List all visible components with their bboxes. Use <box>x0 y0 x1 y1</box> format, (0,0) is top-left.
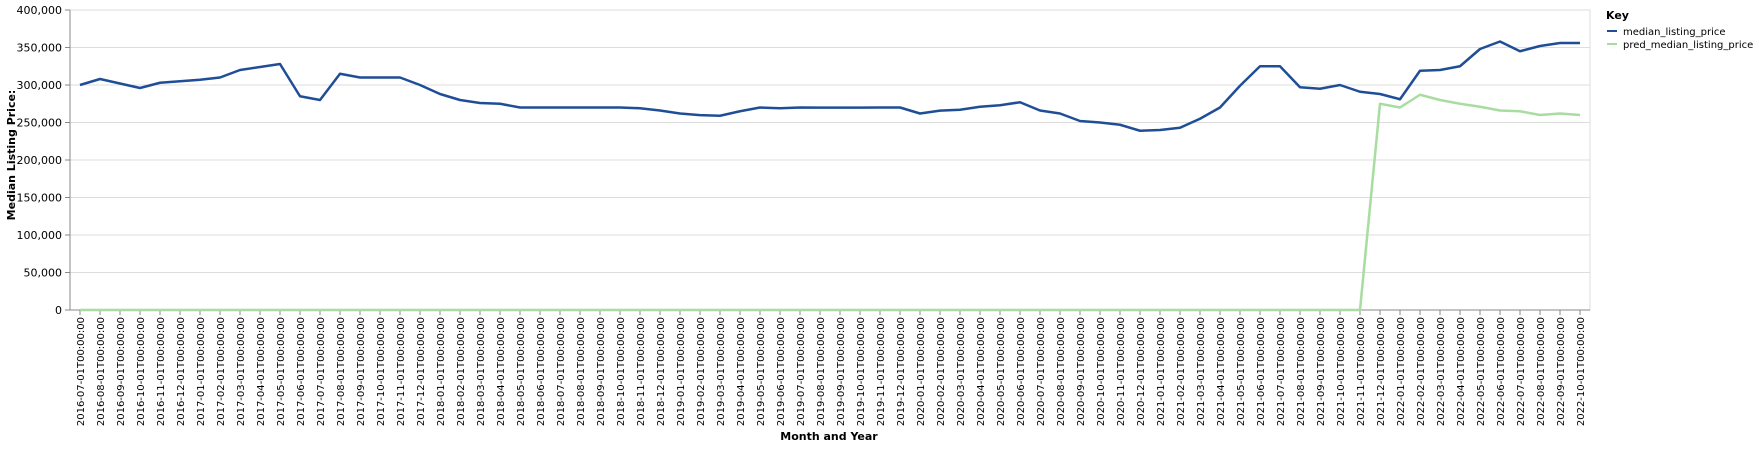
x-axis-title: Month and Year <box>780 430 878 443</box>
x-tick-label: 2021-08-01T00:00:00 <box>1296 317 1307 426</box>
x-tick-label: 2017-12-01T00:00:00 <box>416 317 427 426</box>
x-tick-label: 2018-05-01T00:00:00 <box>516 317 527 426</box>
gridlines <box>69 9 1591 311</box>
x-tick-label: 2020-08-01T00:00:00 <box>1056 317 1067 426</box>
x-tick-label: 2022-05-01T00:00:00 <box>1476 317 1487 426</box>
x-tick-label: 2019-01-01T00:00:00 <box>676 317 687 426</box>
x-tick-label: 2017-11-01T00:00:00 <box>396 317 407 426</box>
x-tick-label: 2020-12-01T00:00:00 <box>1136 317 1147 426</box>
x-tick-label: 2020-01-01T00:00:00 <box>916 317 927 426</box>
x-tick-label: 2019-12-01T00:00:00 <box>896 317 907 426</box>
x-tick-label: 2022-06-01T00:00:00 <box>1496 317 1507 426</box>
x-tick-label: 2021-12-01T00:00:00 <box>1376 317 1387 426</box>
x-tick-label: 2017-09-01T00:00:00 <box>356 317 367 426</box>
x-tick-label: 2016-10-01T00:00:00 <box>136 317 147 426</box>
y-tick-label: 200,000 <box>17 154 63 167</box>
axes: 0 50,000 100,000 150,000 200,000 250,000 300,0… <box>17 4 1590 426</box>
x-tick-label: 2022-09-01T00:00:00 <box>1556 317 1567 426</box>
legend-title: Key <box>1606 9 1629 22</box>
x-tick-label: 2019-09-01T00:00:00 <box>836 317 847 426</box>
x-tick-label: 2017-07-01T00:00:00 <box>316 317 327 426</box>
y-tick-label: 100,000 <box>17 229 63 242</box>
x-tick-label: 2017-04-01T00:00:00 <box>256 317 267 426</box>
x-tick-label: 2020-11-01T00:00:00 <box>1116 317 1127 426</box>
x-tick-label: 2018-04-01T00:00:00 <box>496 317 507 426</box>
x-tick-label: 2018-10-01T00:00:00 <box>616 317 627 426</box>
y-tick-label: 50,000 <box>24 267 63 280</box>
x-tick-label: 2020-02-01T00:00:00 <box>936 317 947 426</box>
x-tick-label: 2016-11-01T00:00:00 <box>156 317 167 426</box>
legend-label-pred-median-listing-price: pred_median_listing_price <box>1623 40 1753 51</box>
legend-label-median-listing-price: median_listing_price <box>1623 27 1726 38</box>
x-tick-label: 2022-08-01T00:00:00 <box>1536 317 1547 426</box>
x-tick-label: 2022-10-01T00:00:00 <box>1576 317 1587 426</box>
x-tick-label: 2018-09-01T00:00:00 <box>596 317 607 426</box>
x-tick-label: 2017-02-01T00:00:00 <box>216 317 227 426</box>
x-tick-label: 2022-07-01T00:00:00 <box>1516 317 1527 426</box>
x-tick-label: 2021-07-01T00:00:00 <box>1276 317 1287 426</box>
x-tick-label: 2022-01-01T00:00:00 <box>1396 317 1407 426</box>
x-tick-label: 2017-05-01T00:00:00 <box>276 317 287 426</box>
x-tick-label: 2021-05-01T00:00:00 <box>1236 317 1247 426</box>
y-tick-label: 350,000 <box>17 42 63 55</box>
y-tick-label: 250,000 <box>17 117 63 130</box>
x-tick-label: 2018-01-01T00:00:00 <box>436 317 447 426</box>
x-tick-label: 2018-11-01T00:00:00 <box>636 317 647 426</box>
x-tick-label: 2019-04-01T00:00:00 <box>736 317 747 426</box>
x-tick-label: 2021-04-01T00:00:00 <box>1216 317 1227 426</box>
x-tick-label: 2022-04-01T00:00:00 <box>1456 317 1467 426</box>
x-tick-label: 2021-02-01T00:00:00 <box>1176 317 1187 426</box>
x-tick-label: 2019-08-01T00:00:00 <box>816 317 827 426</box>
x-tick-label: 2021-06-01T00:00:00 <box>1256 317 1267 426</box>
legend: Key median_listing_price pred_median_lis… <box>1606 9 1753 51</box>
x-tick-label: 2019-07-01T00:00:00 <box>796 317 807 426</box>
x-tick-label: 2020-03-01T00:00:00 <box>956 317 967 426</box>
y-tick-label: 0 <box>55 304 62 317</box>
x-tick-label: 2016-09-01T00:00:00 <box>116 317 127 426</box>
x-tick-label: 2016-07-01T00:00:00 <box>76 317 87 426</box>
x-tick-label: 2017-06-01T00:00:00 <box>296 317 307 426</box>
series-line-median-listing-price <box>79 40 1580 132</box>
x-tick-label: 2021-11-01T00:00:00 <box>1356 317 1367 426</box>
x-tick-label: 2017-10-01T00:00:00 <box>376 317 387 426</box>
x-tick-label: 2019-10-01T00:00:00 <box>856 317 867 426</box>
x-tick-label: 2019-06-01T00:00:00 <box>776 317 787 426</box>
x-tick-label: 2019-03-01T00:00:00 <box>716 317 727 426</box>
x-tick-label: 2020-04-01T00:00:00 <box>976 317 987 426</box>
y-tick-label: 400,000 <box>17 4 63 17</box>
x-tick-label: 2018-08-01T00:00:00 <box>576 317 587 426</box>
x-tick-label: 2020-06-01T00:00:00 <box>1016 317 1027 426</box>
x-tick-label: 2020-10-01T00:00:00 <box>1096 317 1107 426</box>
y-tick-label: 150,000 <box>17 192 63 205</box>
x-tick-label: 2018-12-01T00:00:00 <box>656 317 667 426</box>
x-tick-label: 2021-01-01T00:00:00 <box>1156 317 1167 426</box>
series <box>79 40 1581 312</box>
x-tick-label: 2020-05-01T00:00:00 <box>996 317 1007 426</box>
x-tick-label: 2017-08-01T00:00:00 <box>336 317 347 426</box>
x-tick-label: 2016-08-01T00:00:00 <box>96 317 107 426</box>
x-tick-label: 2020-07-01T00:00:00 <box>1036 317 1047 426</box>
x-tick-label: 2022-02-01T00:00:00 <box>1416 317 1427 426</box>
x-tick-label: 2018-06-01T00:00:00 <box>536 317 547 426</box>
x-tick-label: 2021-03-01T00:00:00 <box>1196 317 1207 426</box>
x-tick-label: 2019-11-01T00:00:00 <box>876 317 887 426</box>
y-axis-title: Median Listing Price: <box>5 90 18 221</box>
x-tick-label: 2017-03-01T00:00:00 <box>236 317 247 426</box>
x-tick-label: 2019-02-01T00:00:00 <box>696 317 707 426</box>
x-tick-label: 2018-07-01T00:00:00 <box>556 317 567 426</box>
series-line-pred-median-listing-price <box>80 93 1581 312</box>
x-tick-label: 2021-10-01T00:00:00 <box>1336 317 1347 426</box>
x-tick-label: 2018-03-01T00:00:00 <box>476 317 487 426</box>
x-tick-label: 2021-09-01T00:00:00 <box>1316 317 1327 426</box>
x-tick-label: 2020-09-01T00:00:00 <box>1076 317 1087 426</box>
x-tick-label: 2016-12-01T00:00:00 <box>176 317 187 426</box>
x-tick-label: 2019-05-01T00:00:00 <box>756 317 767 426</box>
x-tick-label: 2018-02-01T00:00:00 <box>456 317 467 426</box>
x-tick-label: 2022-03-01T00:00:00 <box>1436 317 1447 426</box>
y-tick-label: 300,000 <box>17 79 63 92</box>
x-tick-label: 2017-01-01T00:00:00 <box>196 317 207 426</box>
